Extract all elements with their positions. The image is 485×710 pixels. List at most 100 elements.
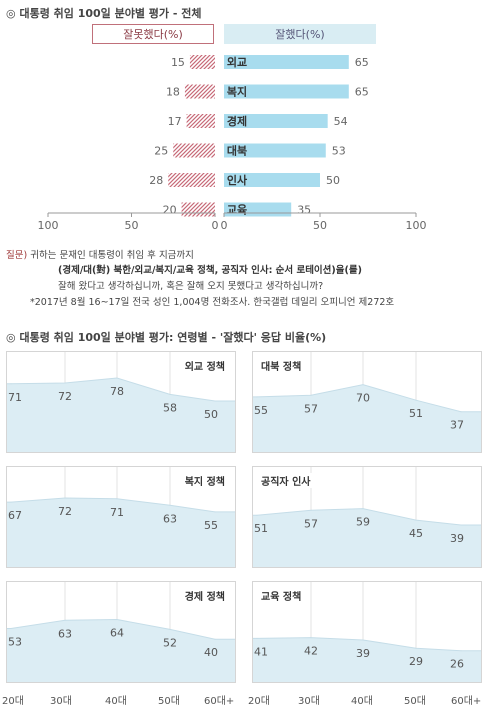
area-fill <box>7 378 235 452</box>
neg-bar-4 <box>168 173 215 187</box>
point-0 <box>10 628 12 629</box>
point-2 <box>362 639 364 641</box>
point-3 <box>169 393 171 395</box>
point-3 <box>169 628 171 630</box>
neg-bar-1 <box>184 84 215 99</box>
data-label-4: 37 <box>450 419 464 432</box>
category-label-3: 대북 <box>227 144 247 158</box>
point-1 <box>310 637 312 639</box>
age-label-left-40: 40대 <box>105 696 127 707</box>
point-3 <box>415 399 417 401</box>
point-3 <box>415 519 417 521</box>
pos-bar-0 <box>224 55 349 69</box>
point-3 <box>169 504 171 506</box>
neg-value-5: 20 <box>163 204 177 217</box>
pos-value-2: 54 <box>334 115 348 128</box>
area-chart-diplomacy: 71 72 78 58 50 <box>7 352 235 452</box>
data-label-3: 52 <box>163 636 177 649</box>
area-fill <box>253 508 481 567</box>
point-4 <box>460 411 462 413</box>
pos-tick-label-1: 50 <box>313 219 327 232</box>
neg-value-3: 25 <box>154 145 168 158</box>
data-label-2: 70 <box>356 392 370 405</box>
age-label-right-40: 40대 <box>351 696 373 707</box>
age-label-right-20: 20대 <box>248 696 270 707</box>
neg-bar-0 <box>189 55 215 69</box>
pos-bar-3 <box>224 143 326 158</box>
neg-bar-3 <box>173 143 215 158</box>
pos-value-5: 35 <box>297 204 311 217</box>
age-label-right-50: 50대 <box>404 696 426 707</box>
legend-negative: 잘못했다(%) <box>92 24 214 44</box>
category-label-2: 경제 <box>227 114 247 128</box>
point-2 <box>116 498 118 500</box>
data-label-4: 40 <box>204 646 218 659</box>
panel-welfare: 67 72 71 63 55 복지 정책 <box>6 466 236 568</box>
pos-bar-2 <box>224 114 328 128</box>
age-label-left-20: 20대 <box>2 696 24 707</box>
question-line1: 질문) 귀하는 문재인 대통령이 취임 후 지금까지 <box>6 247 194 261</box>
area-fill <box>7 619 235 682</box>
neg-bar-5 <box>181 202 215 217</box>
point-4 <box>460 524 462 526</box>
neg-value-4: 28 <box>149 174 163 187</box>
area-chart-welfare: 67 72 71 63 55 <box>7 467 235 567</box>
pos-tick-label-2: 100 <box>406 219 427 232</box>
point-0 <box>256 514 258 516</box>
data-label-2: 78 <box>110 385 124 398</box>
data-label-4: 55 <box>204 519 218 532</box>
data-label-2: 59 <box>356 516 370 529</box>
source-note: *2017년 8월 16~17일 전국 성인 1,004명 전화조사. 한국갤럽… <box>30 297 395 308</box>
point-0 <box>256 637 258 639</box>
panel-title-economy: 경제 정책 <box>182 588 227 603</box>
point-1 <box>64 619 66 621</box>
panel-title-welfare: 복지 정책 <box>182 473 227 488</box>
data-label-3: 29 <box>409 655 423 668</box>
panel-title-diplomacy: 외교 정책 <box>182 358 227 373</box>
question-prefix: 질문) <box>6 250 28 261</box>
age-label-left-30: 30대 <box>50 696 72 707</box>
area-chart-north-korea: 55 57 70 51 37 <box>253 352 481 452</box>
section2-title-text: 대통령 취임 100일 분야별 평가: 연령별 - '잘했다' 응답 비율(%) <box>19 331 327 344</box>
pos-tick-label-0: 0 <box>221 219 228 232</box>
area-chart-education: 41 42 39 29 26 <box>253 582 481 682</box>
data-label-2: 71 <box>110 506 124 519</box>
category-label-5: 교육 <box>227 204 247 217</box>
point-1 <box>310 394 312 396</box>
age-label-right-60: 60대+ <box>451 696 482 707</box>
category-label-0: 외교 <box>227 55 247 69</box>
point-2 <box>362 384 364 386</box>
data-label-4: 39 <box>450 532 464 545</box>
area-fill <box>7 498 235 567</box>
panel-title-personnel: 공직자 인사 <box>259 473 313 488</box>
panel-north-korea: 55 57 70 51 37 대북 정책 <box>252 351 482 453</box>
point-4 <box>214 511 216 513</box>
point-0 <box>256 396 258 398</box>
section1-title-text: 대통령 취임 100일 분야별 평가 - 전체 <box>19 7 202 20</box>
point-2 <box>116 619 118 620</box>
data-label-1: 57 <box>304 517 318 530</box>
panel-diplomacy: 71 72 78 58 50 외교 정책 <box>6 351 236 453</box>
category-label-4: 인사 <box>227 173 248 187</box>
data-label-4: 26 <box>450 658 464 671</box>
section1-title: ◎ 대통령 취임 100일 분야별 평가 - 전체 <box>6 5 202 21</box>
pos-value-4: 50 <box>326 174 340 187</box>
neg-bar-2 <box>186 114 215 128</box>
data-label-2: 39 <box>356 647 370 660</box>
panel-title-education: 교육 정책 <box>259 588 304 603</box>
neg-value-0: 15 <box>171 56 185 69</box>
point-2 <box>362 508 364 510</box>
data-label-0: 53 <box>8 636 22 649</box>
question-text1: 귀하는 문재인 대통령이 취임 후 지금까지 <box>30 250 194 261</box>
data-label-0: 67 <box>8 509 22 522</box>
pos-value-3: 53 <box>332 145 346 158</box>
data-label-4: 50 <box>204 408 218 421</box>
neg-value-1: 18 <box>166 86 180 99</box>
point-4 <box>214 400 216 402</box>
section1-marker: ◎ <box>6 7 16 20</box>
data-label-1: 72 <box>58 505 72 518</box>
area-chart-personnel: 51 57 59 45 39 <box>253 467 481 567</box>
diverging-bar-chart: 15 65 외교 18 65 복지 17 54 경제 25 53 대북 28 50 인사 20 35 교육 100 5… <box>38 55 427 232</box>
pos-bar-4 <box>224 173 320 187</box>
pos-bar-1 <box>224 84 349 99</box>
